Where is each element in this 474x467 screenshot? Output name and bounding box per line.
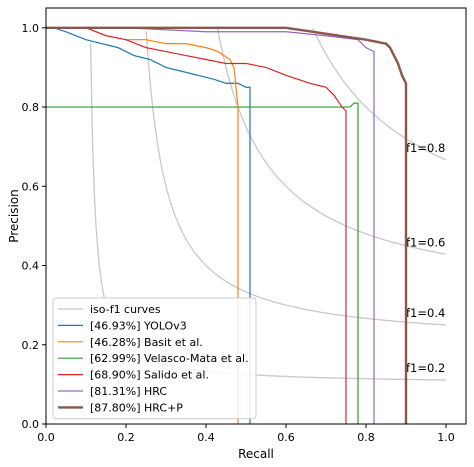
legend-label: [68.90%] Salido et al. bbox=[90, 369, 209, 382]
y-tick-label: 0.0 bbox=[22, 418, 40, 431]
legend-label: iso-f1 curves bbox=[90, 303, 161, 316]
y-axis-label: Precision bbox=[7, 189, 21, 243]
iso-f1-curve bbox=[145, 30, 447, 326]
y-tick-label: 0.6 bbox=[22, 180, 40, 193]
legend-label: [46.28%] Basit et al. bbox=[90, 336, 203, 349]
series-line bbox=[46, 27, 347, 424]
iso-f1-label: f1=0.4 bbox=[406, 306, 445, 320]
legend-label: [62.99%] Velasco-Mata et al. bbox=[90, 352, 249, 365]
series-lines bbox=[46, 26, 408, 424]
y-tick-label: 1.0 bbox=[22, 22, 40, 35]
legend-label: [46.93%] YOLOv3 bbox=[90, 319, 187, 332]
x-tick-label: 0.0 bbox=[37, 431, 55, 444]
x-tick-label: 0.6 bbox=[277, 431, 295, 444]
iso-f1-curve bbox=[216, 28, 447, 255]
x-tick-label: 1.0 bbox=[437, 431, 455, 444]
iso-f1-labels: f1=0.2 f1=0.4 f1=0.6 f1=0.8 bbox=[406, 141, 445, 375]
iso-f1-label: f1=0.6 bbox=[406, 235, 445, 249]
y-tick-label: 0.4 bbox=[22, 260, 40, 273]
series-line bbox=[46, 27, 251, 424]
series-line bbox=[46, 26, 408, 424]
plot-frame bbox=[45, 7, 467, 425]
x-axis-label: Recall bbox=[238, 447, 274, 461]
iso-f1-label: f1=0.8 bbox=[406, 141, 445, 155]
legend: iso-f1 curves [46.93%] YOLOv3 [46.28%] Bas… bbox=[52, 297, 257, 420]
iso-f1-curve bbox=[312, 27, 447, 161]
x-tick-label: 0.2 bbox=[117, 431, 135, 444]
x-tick-label: 0.8 bbox=[357, 431, 375, 444]
x-tick-label: 0.4 bbox=[197, 431, 215, 444]
legend-label: [87.80%] HRC+P bbox=[90, 401, 183, 414]
legend-label: [81.31%] HRC bbox=[90, 385, 167, 398]
series-line bbox=[46, 102, 359, 424]
series-line bbox=[46, 27, 375, 424]
y-tick-label: 0.8 bbox=[22, 101, 40, 114]
y-axis-ticks: 0.0 0.2 0.4 0.6 0.8 1.0 bbox=[22, 22, 46, 431]
legend-box bbox=[52, 297, 257, 420]
y-tick-label: 0.2 bbox=[22, 339, 40, 352]
x-axis-ticks: 0.0 0.2 0.4 0.6 0.8 1.0 bbox=[37, 424, 455, 444]
iso-f1-label: f1=0.2 bbox=[406, 361, 445, 375]
